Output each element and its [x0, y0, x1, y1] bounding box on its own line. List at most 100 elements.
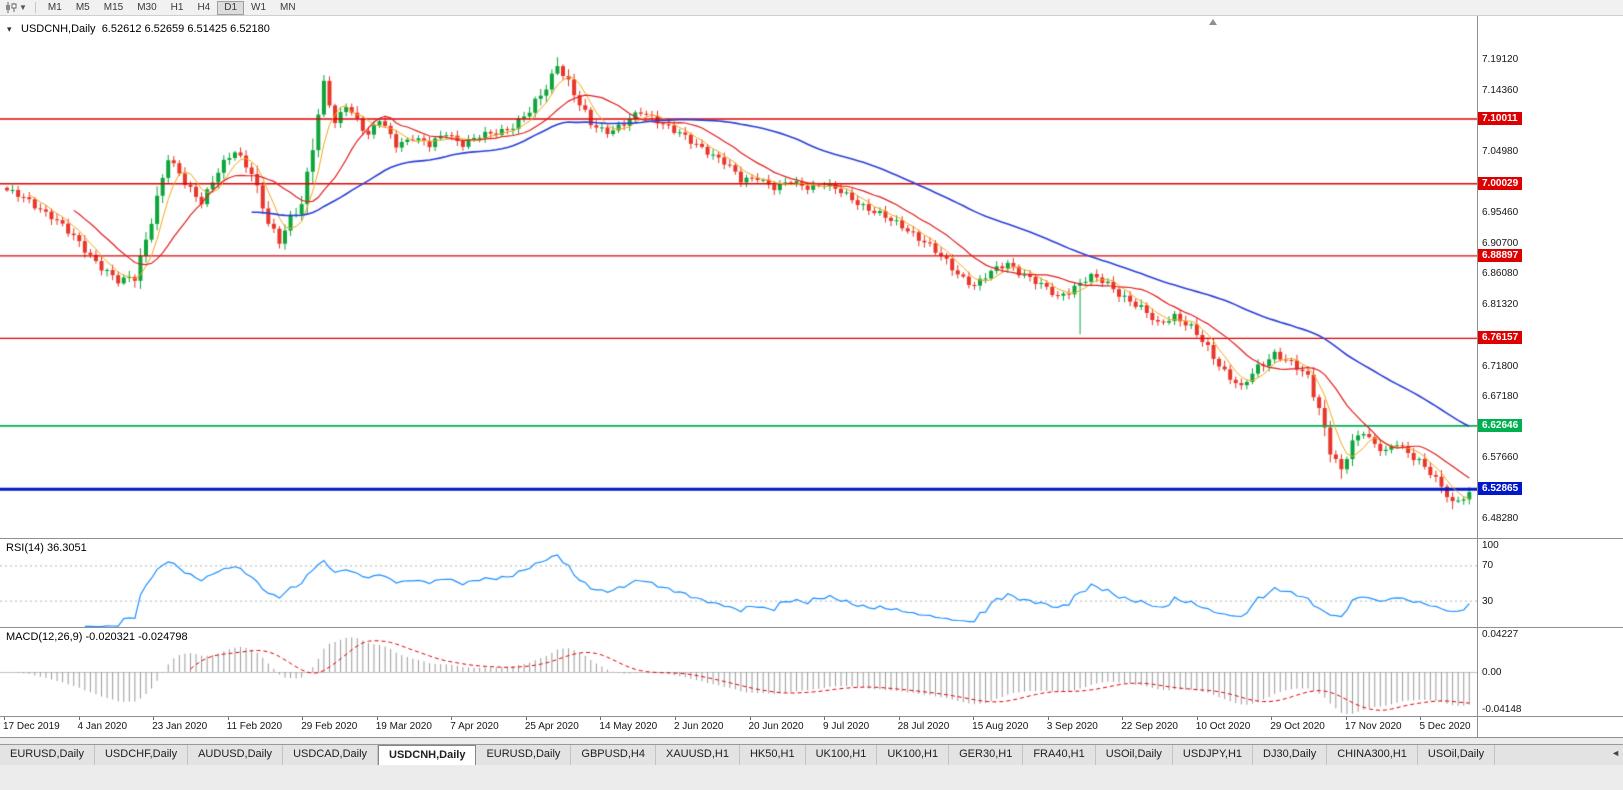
chart-tab-6-gbpusd-h4[interactable]: GBPUSD,H4 [571, 745, 656, 765]
date-tick [302, 717, 304, 720]
date-tick [451, 717, 453, 720]
date-tick [1122, 717, 1124, 720]
timeframe-button-h4[interactable]: H4 [197, 1, 211, 13]
price-tick: 6.95460 [1482, 207, 1519, 219]
date-label: 29 Oct 2020 [1270, 721, 1325, 732]
main-chart-canvas[interactable] [0, 16, 1477, 538]
price-tick: 6.90700 [1482, 238, 1519, 250]
date-tick [898, 717, 900, 720]
tab-scroll-left-icon[interactable]: ◄ [1611, 748, 1620, 758]
date-label: 23 Jan 2020 [152, 721, 208, 732]
date-tick [227, 717, 229, 720]
date-tick [1196, 717, 1198, 720]
timeframe-button-d1[interactable]: D1 [217, 0, 245, 15]
date-label: 7 Apr 2020 [450, 721, 499, 732]
rsi-indicator-canvas[interactable] [0, 539, 1477, 627]
date-label: 14 May 2020 [599, 721, 658, 732]
title-marker-icon: ▾ [7, 24, 12, 34]
macd-indicator-canvas[interactable] [0, 628, 1477, 716]
date-label: 28 Jul 2020 [897, 721, 950, 732]
date-label: 10 Oct 2020 [1195, 721, 1251, 732]
timeframe-button-w1[interactable]: W1 [251, 1, 267, 13]
pane-splitter-rsi-macd[interactable] [0, 627, 1623, 628]
date-tick [1420, 717, 1422, 720]
timeframe-button-m30[interactable]: M30 [137, 1, 157, 13]
date-label: 19 Mar 2020 [375, 721, 432, 732]
chart-tab-16-china300-h1[interactable]: CHINA300,H1 [1327, 745, 1418, 765]
price-tick: 6.48280 [1482, 513, 1519, 525]
dropdown-caret-icon[interactable]: ▼ [19, 3, 27, 12]
price-line-badge: 6.62646 [1478, 418, 1523, 432]
date-tick [674, 717, 676, 720]
price-line-badge: 7.10011 [1478, 112, 1522, 126]
date-label: 25 Apr 2020 [524, 721, 579, 732]
date-label: 2 Jun 2020 [673, 721, 724, 732]
chart-type-icon[interactable] [4, 2, 18, 13]
chart-tab-3-usdcad-daily[interactable]: USDCAD,Daily [283, 745, 379, 765]
date-tick [78, 717, 80, 720]
date-tick [525, 717, 527, 720]
price-line-badge: 6.76157 [1478, 331, 1523, 345]
price-tick: 7.04980 [1482, 145, 1519, 157]
pane-splitter-main-rsi[interactable] [0, 538, 1623, 539]
date-label: 15 Aug 2020 [972, 721, 1029, 732]
price-line-badge: 6.52865 [1478, 482, 1523, 496]
date-tick [600, 717, 602, 720]
rsi-axis-label: 30 [1482, 595, 1494, 607]
price-tick: 6.86080 [1482, 268, 1519, 280]
price-tick: 6.67180 [1482, 390, 1519, 402]
date-label: 17 Dec 2019 [3, 721, 60, 732]
chart-tab-14-usdjpy-h1[interactable]: USDJPY,H1 [1172, 745, 1254, 765]
date-tick [4, 717, 5, 720]
chart-tab-11-ger30-h1[interactable]: GER30,H1 [949, 745, 1024, 765]
chart-tab-17-usoil-daily[interactable]: USOil,Daily [1417, 745, 1496, 765]
chart-tab-5-eurusd-daily[interactable]: EURUSD,Daily [476, 745, 572, 765]
timeframe-button-m1[interactable]: M1 [47, 1, 62, 13]
date-label: 9 Jul 2020 [823, 721, 870, 732]
price-axis-separator [1477, 16, 1478, 738]
price-tick: 6.71800 [1482, 360, 1519, 372]
toolbar-separator [34, 2, 36, 13]
chart-tab-9-uk100-h1[interactable]: UK100,H1 [805, 745, 878, 765]
timeframe-button-m15[interactable]: M15 [103, 1, 124, 13]
chart-tab-13-usoil-daily[interactable]: USOil,Daily [1095, 745, 1173, 765]
price-tick: 7.14360 [1482, 84, 1519, 96]
date-label: 22 Sep 2020 [1121, 721, 1178, 732]
date-label: 5 Dec 2020 [1419, 721, 1471, 732]
timeframe-buttons: M1 M5 M15 M30 H1 H4 D1 W1 MN [41, 0, 303, 15]
chart-tab-1-usdchf-daily[interactable]: USDCHF,Daily [94, 745, 189, 765]
date-tick [1271, 717, 1273, 720]
pane-splitter-macd-dates [0, 716, 1623, 717]
chart-tab-10-uk100-h1[interactable]: UK100,H1 [877, 745, 950, 765]
chart-tab-0-eurusd-daily[interactable]: EURUSD,Daily [0, 745, 95, 765]
timeframe-toolbar: ▼ M1 M5 M15 M30 H1 H4 D1 W1 MN [0, 0, 1623, 16]
price-line-badge: 7.00029 [1478, 176, 1523, 190]
chart-tab-4-usdcnh-daily[interactable]: USDCNH,Daily [378, 745, 477, 765]
chart-shift-marker[interactable] [1209, 19, 1217, 25]
price-tick: 7.19120 [1482, 54, 1519, 65]
date-tick [973, 717, 975, 720]
macd-axis-label: -0.04148 [1482, 704, 1522, 716]
date-label: 11 Feb 2020 [226, 721, 283, 732]
date-tick [1047, 717, 1049, 720]
chart-tab-8-hk50-h1[interactable]: HK50,H1 [739, 745, 806, 765]
chart-tab-12-fra40-h1[interactable]: FRA40,H1 [1023, 745, 1096, 765]
chart-tab-15-dj30-daily[interactable]: DJ30,Daily [1253, 745, 1328, 765]
rsi-axis-label: 70 [1482, 560, 1494, 572]
date-label: 17 Nov 2020 [1344, 721, 1402, 732]
chart-tab-2-audusd-daily[interactable]: AUDUSD,Daily [188, 745, 284, 765]
date-tick [376, 717, 378, 720]
price-tick: 6.81320 [1482, 298, 1519, 310]
date-tick [153, 717, 155, 720]
price-line-badge: 6.88897 [1478, 248, 1523, 262]
macd-axis-label: 0.04227 [1482, 628, 1519, 640]
date-label: 29 Feb 2020 [301, 721, 358, 732]
timeframe-button-h1[interactable]: H1 [170, 1, 184, 13]
timeframe-button-m5[interactable]: M5 [75, 1, 90, 13]
date-tick [824, 717, 826, 720]
chart-tab-7-xauusd-h1[interactable]: XAUUSD,H1 [655, 745, 740, 765]
timeframe-button-mn[interactable]: MN [280, 1, 296, 13]
chart-frame-bottom [0, 737, 1623, 738]
rsi-axis-label: 100 [1482, 540, 1499, 551]
date-label: 20 Jun 2020 [748, 721, 804, 732]
